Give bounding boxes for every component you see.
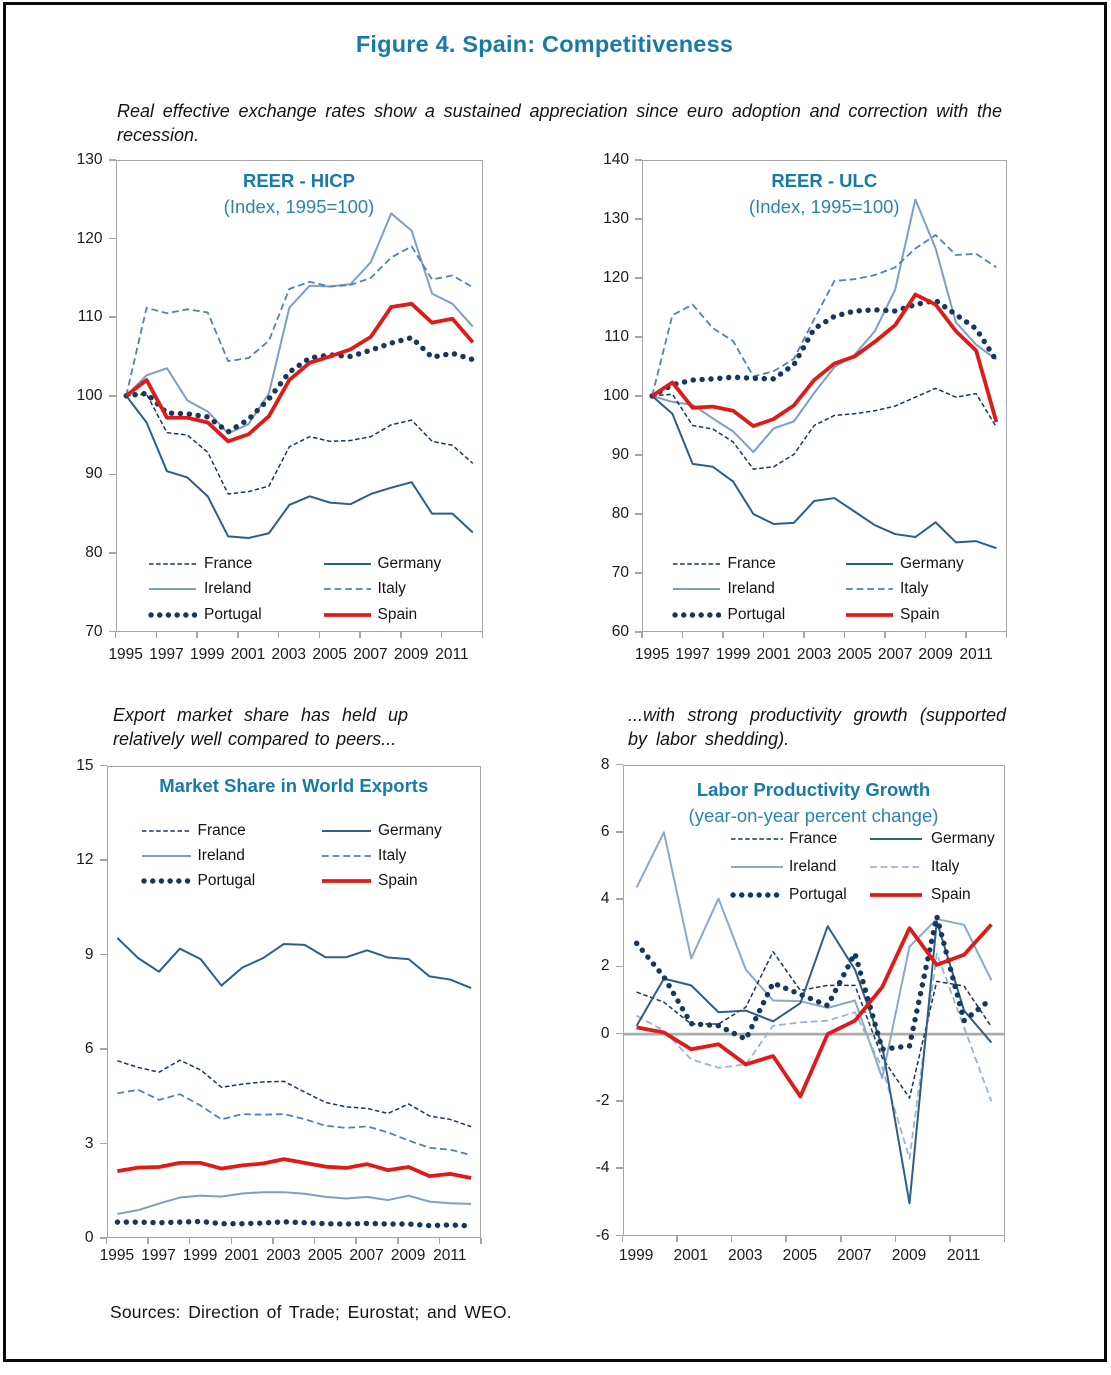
caption-exports: Export market share has held up relative… bbox=[113, 705, 408, 749]
page-border bbox=[3, 2, 1107, 1362]
caption-productivity: ...with strong productivity growth (supp… bbox=[628, 705, 1006, 749]
sources-note: Sources: Direction of Trade; Eurostat; a… bbox=[110, 1302, 512, 1322]
figure-title: Figure 4. Spain: Competitiveness bbox=[355, 31, 734, 57]
caption-reer: Real effective exchange rates show a sus… bbox=[117, 101, 1002, 145]
